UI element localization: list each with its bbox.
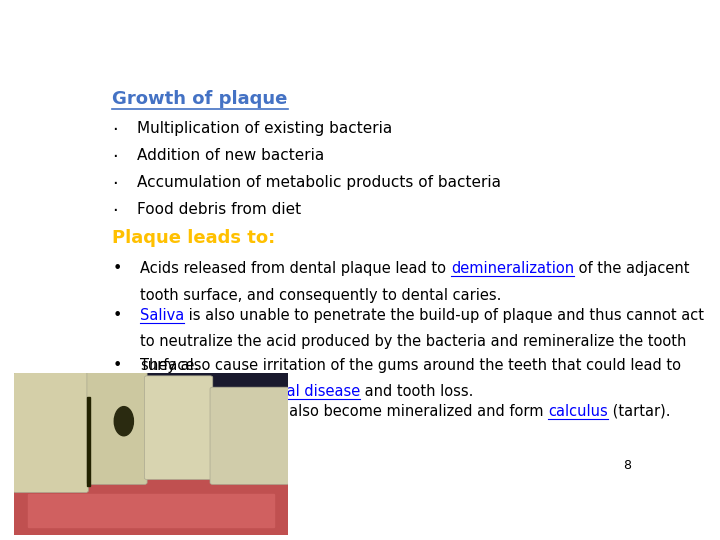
- Text: calculus: calculus: [549, 404, 608, 418]
- Text: periodontal disease: periodontal disease: [216, 384, 360, 399]
- Text: •: •: [112, 308, 122, 323]
- Text: Food debris from diet: Food debris from diet: [138, 202, 302, 217]
- Text: Saliva: Saliva: [140, 308, 184, 323]
- Text: Plaque build up can also become mineralized and form: Plaque build up can also become minerali…: [140, 404, 549, 418]
- Text: (tartar).: (tartar).: [608, 404, 670, 418]
- Text: gingivitis: gingivitis: [140, 384, 207, 399]
- Text: surface.: surface.: [140, 359, 199, 373]
- Text: ,: ,: [207, 384, 216, 399]
- Bar: [14, 467, 288, 535]
- Text: Multiplication of existing bacteria: Multiplication of existing bacteria: [138, 121, 392, 136]
- Text: 8: 8: [624, 460, 631, 472]
- Text: demineralization: demineralization: [451, 261, 574, 276]
- FancyBboxPatch shape: [145, 376, 213, 480]
- Text: ·: ·: [112, 148, 118, 166]
- Text: Accumulation of metabolic products of bacteria: Accumulation of metabolic products of ba…: [138, 175, 501, 190]
- Text: ·: ·: [112, 121, 118, 139]
- Bar: [87, 397, 90, 486]
- Text: •: •: [112, 358, 122, 373]
- Bar: [28, 494, 274, 526]
- Bar: [14, 373, 288, 392]
- Ellipse shape: [114, 407, 133, 436]
- FancyBboxPatch shape: [210, 387, 289, 484]
- FancyBboxPatch shape: [87, 371, 147, 484]
- Text: Addition of new bacteria: Addition of new bacteria: [138, 148, 325, 163]
- Text: is also unable to penetrate the build-up of plaque and thus cannot act: is also unable to penetrate the build-up…: [184, 308, 704, 323]
- Text: Plaque leads to:: Plaque leads to:: [112, 229, 276, 247]
- FancyBboxPatch shape: [13, 373, 89, 492]
- Text: Acids released from dental plaque lead to: Acids released from dental plaque lead t…: [140, 261, 451, 276]
- Text: Growth of plaque: Growth of plaque: [112, 90, 288, 108]
- Text: •: •: [112, 404, 122, 418]
- Text: ·: ·: [112, 202, 118, 220]
- Text: and tooth loss.: and tooth loss.: [360, 384, 474, 399]
- Text: They also cause irritation of the gums around the teeth that could lead to: They also cause irritation of the gums a…: [140, 358, 681, 373]
- Text: •: •: [112, 261, 122, 276]
- Text: tooth surface, and consequently to dental caries.: tooth surface, and consequently to denta…: [140, 288, 502, 303]
- Text: to neutralize the acid produced by the bacteria and remineralize the tooth: to neutralize the acid produced by the b…: [140, 334, 687, 349]
- Text: ·: ·: [112, 175, 118, 193]
- Text: of the adjacent: of the adjacent: [574, 261, 690, 276]
